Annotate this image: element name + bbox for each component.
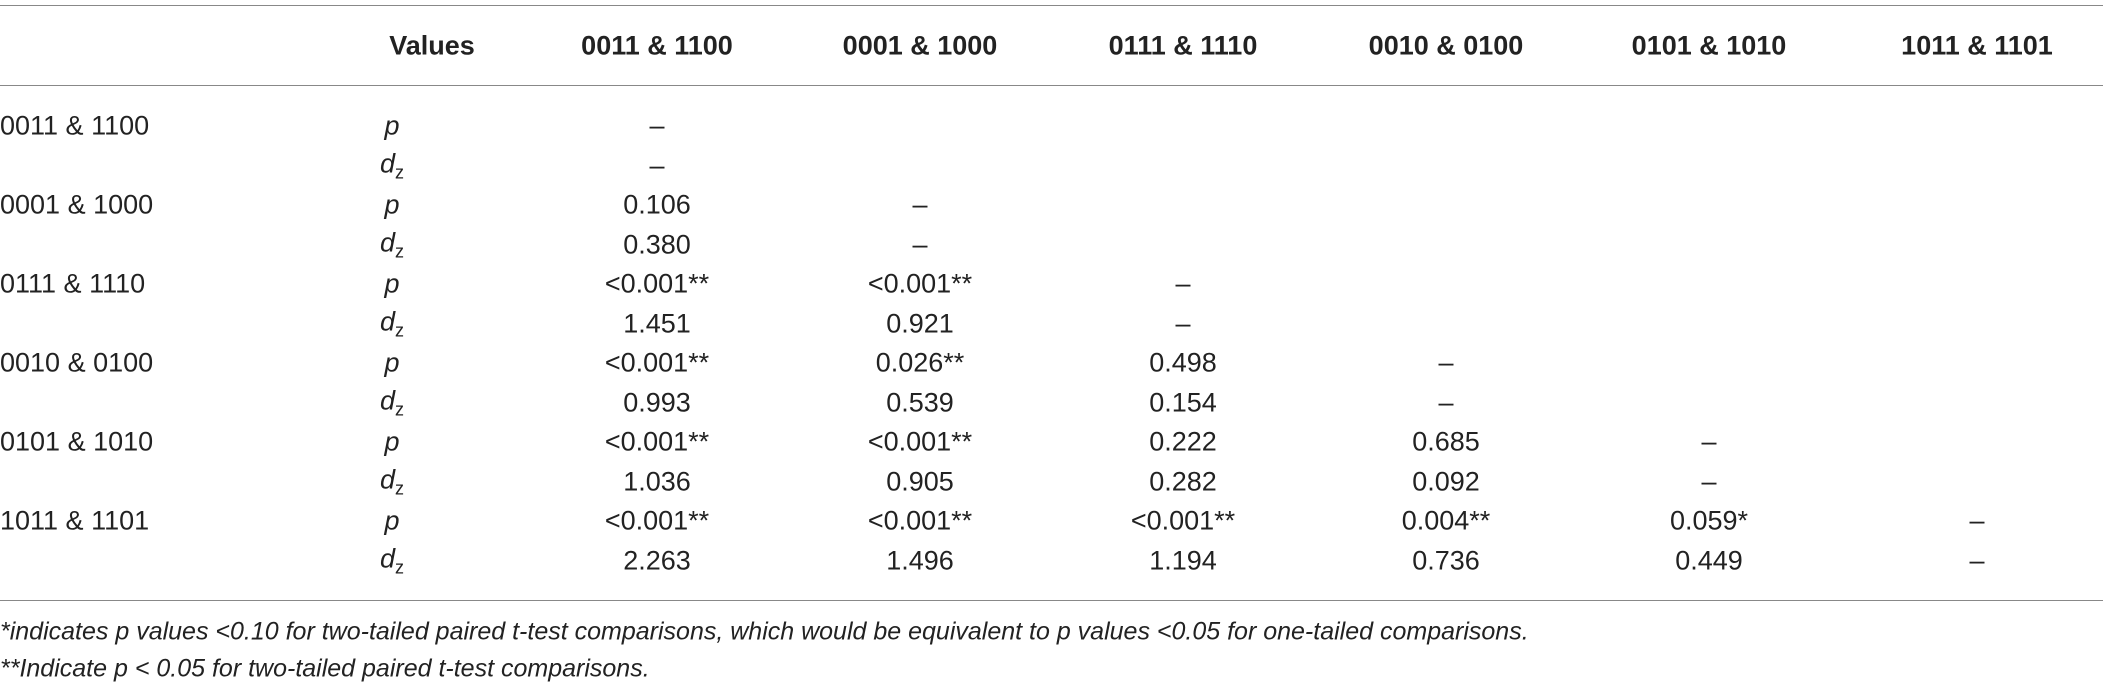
- stat-label: p: [384, 190, 399, 221]
- cell: –: [912, 229, 928, 259]
- cell: <0.001**: [604, 426, 710, 457]
- cell: 0.282: [1149, 466, 1217, 496]
- cell: 1.194: [1149, 545, 1217, 575]
- cell: –: [1969, 545, 1985, 575]
- stat-subscript: z: [395, 557, 405, 578]
- stat-symbol: p: [384, 347, 400, 378]
- cell: <0.001**: [867, 505, 973, 536]
- stat-subscript: z: [395, 320, 405, 341]
- stat-symbol: p: [384, 268, 400, 299]
- stat-subscript: z: [395, 399, 405, 420]
- stat-symbol: d: [379, 147, 396, 178]
- cell: 0.905: [886, 466, 954, 496]
- column-header: Values: [389, 30, 475, 61]
- stat-label: dz: [380, 148, 404, 183]
- stat-label: dz: [380, 543, 404, 578]
- cell: 0.106: [623, 189, 691, 220]
- cell: <0.001**: [604, 505, 710, 536]
- column-header: 0001 & 1000: [842, 30, 998, 61]
- cell: <0.001**: [867, 268, 973, 299]
- column-header: 0010 & 0100: [1368, 30, 1524, 61]
- stat-symbol: d: [379, 542, 396, 573]
- row-group-label: 0001 & 1000: [0, 189, 154, 220]
- cell: 1.036: [623, 466, 691, 496]
- stat-symbol: p: [384, 505, 400, 536]
- cell: 2.263: [623, 545, 691, 575]
- stat-symbol: d: [379, 226, 396, 257]
- cell: <0.001**: [1130, 505, 1236, 536]
- cell: –: [1438, 347, 1454, 378]
- cell: 0.736: [1412, 545, 1480, 575]
- cell: 0.222: [1149, 426, 1217, 457]
- stat-symbol: d: [379, 463, 396, 494]
- cell: 0.539: [886, 387, 954, 417]
- cell: –: [649, 150, 665, 180]
- stat-label: p: [384, 269, 399, 300]
- stat-label: dz: [380, 464, 404, 499]
- stat-subscript: z: [395, 478, 405, 499]
- stat-symbol: d: [379, 384, 396, 415]
- cell: –: [1438, 387, 1454, 417]
- cell: <0.001**: [604, 347, 710, 378]
- row-group-label: 0101 & 1010: [0, 426, 154, 457]
- row-group-label: 0011 & 1100: [0, 110, 150, 141]
- cell: 0.993: [623, 387, 691, 417]
- stat-label: p: [384, 111, 399, 142]
- footnote: *indicates p values <0.10 for two-tailed…: [0, 617, 1529, 646]
- bottom-rule: [0, 600, 2103, 601]
- cell: 1.496: [886, 545, 954, 575]
- cell: –: [1701, 426, 1717, 457]
- cell: –: [1175, 308, 1191, 338]
- stat-label: p: [384, 427, 399, 458]
- top-rule: [0, 5, 2103, 6]
- cell: 0.921: [886, 308, 954, 338]
- stat-subscript: z: [395, 162, 405, 183]
- cell: 0.154: [1149, 387, 1217, 417]
- cell: 0.449: [1675, 545, 1743, 575]
- stat-label: p: [384, 348, 399, 379]
- stat-label: dz: [380, 306, 404, 341]
- stat-label: dz: [380, 385, 404, 420]
- cell: –: [1969, 505, 1985, 536]
- cell: 0.059*: [1669, 505, 1749, 536]
- cell: <0.001**: [867, 426, 973, 457]
- cell: 0.092: [1412, 466, 1480, 496]
- cell: 0.685: [1412, 426, 1480, 457]
- cell: 1.451: [623, 308, 691, 338]
- stat-symbol: p: [384, 426, 400, 457]
- stat-symbol: d: [379, 305, 396, 336]
- footnote: **Indicate p < 0.05 for two-tailed paire…: [0, 654, 650, 683]
- header-rule: [0, 85, 2103, 86]
- stat-label: dz: [380, 227, 404, 262]
- column-header: 0011 & 1100: [581, 30, 733, 61]
- cell: 0.026**: [875, 347, 965, 378]
- row-group-label: 1011 & 1101: [0, 505, 150, 536]
- cell: –: [649, 110, 665, 141]
- cell: –: [912, 189, 928, 220]
- stat-subscript: z: [395, 241, 405, 262]
- cell: 0.380: [623, 229, 691, 259]
- cell: –: [1701, 466, 1717, 496]
- stat-symbol: p: [384, 189, 400, 220]
- stat-symbol: p: [384, 110, 400, 141]
- row-group-label: 0010 & 0100: [0, 347, 154, 378]
- cell: 0.498: [1149, 347, 1217, 378]
- row-group-label: 0111 & 1110: [0, 268, 146, 299]
- stat-label: p: [384, 506, 399, 537]
- column-header: 0101 & 1010: [1631, 30, 1787, 61]
- column-header: 0111 & 1110: [1108, 30, 1258, 61]
- cell: 0.004**: [1401, 505, 1491, 536]
- cell: <0.001**: [604, 268, 710, 299]
- cell: –: [1175, 268, 1191, 299]
- column-header: 1011 & 1101: [1901, 30, 2053, 61]
